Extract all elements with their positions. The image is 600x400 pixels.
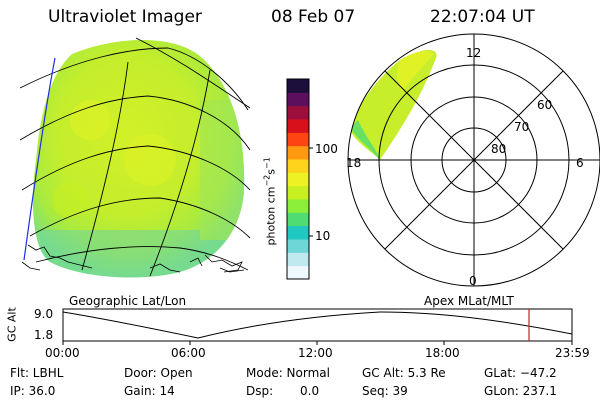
polar-caption: Apex MLat/MLT <box>424 294 514 308</box>
glat-status: GLat: −47.2 <box>484 366 557 380</box>
instrument-title: Ultraviolet Imager <box>48 7 202 27</box>
polar-plot <box>347 33 600 287</box>
colorbar-swatch <box>287 92 309 107</box>
colorbar-swatch <box>287 159 309 173</box>
altitude-xtick-1800: 18:00 <box>425 346 460 360</box>
geo-grid <box>19 37 251 277</box>
colorbar-swatch <box>287 105 309 120</box>
dsp-status-value: 0.0 <box>300 384 320 398</box>
seq-status: Seq: 39 <box>362 384 408 398</box>
colorbar-swatch <box>287 212 309 227</box>
door-status: Door: Open <box>124 366 193 380</box>
mlt-label-6: 6 <box>576 156 584 170</box>
coastline <box>21 244 245 273</box>
mlt-label-18: 18 <box>346 156 362 170</box>
colorbar-swatch <box>287 145 309 160</box>
altitude-plot-frame <box>62 308 573 342</box>
altitude-xtick-2359: 23:59 <box>555 346 590 360</box>
colorbar-swatch <box>287 172 309 187</box>
colorbar-tick-100: 100 <box>315 142 338 156</box>
polar-grid <box>347 33 600 287</box>
altitude-x-ticks <box>62 341 573 345</box>
dsp-status-label: Dsp: <box>246 384 274 398</box>
colorbar-frame <box>286 78 310 280</box>
polar-aurora-image <box>350 49 437 160</box>
colorbar <box>286 78 313 280</box>
orbit-track <box>23 57 56 261</box>
ip-status: IP: 36.0 <box>10 384 56 398</box>
altitude-plot <box>62 308 573 345</box>
gc-alt-status: GC Alt: 5.3 Re <box>362 366 446 380</box>
glon-status: GLon: 237.1 <box>484 384 557 398</box>
colorbar-swatch <box>287 185 309 200</box>
colorbar-swatch <box>287 239 309 253</box>
geographic-globe <box>19 37 251 278</box>
colorbar-swatch <box>287 252 309 267</box>
colorbar-swatch <box>287 79 309 93</box>
time-label: 22:07:04 UT <box>430 7 535 27</box>
altitude-xtick-0600: 06:00 <box>171 346 206 360</box>
gain-status: Gain: 14 <box>124 384 175 398</box>
mlat-label-80: 80 <box>491 142 507 156</box>
mode-status: Mode: Normal <box>246 366 330 380</box>
altitude-xtick-0000: 00:00 <box>45 346 80 360</box>
geo-caption: Geographic Lat/Lon <box>69 294 187 308</box>
colorbar-swatch <box>287 225 309 240</box>
altitude-ylabel: GC Alt <box>5 307 19 342</box>
mlt-label-12: 12 <box>466 46 482 60</box>
colorbar-swatch <box>287 199 309 213</box>
colorbar-tick-10: 10 <box>315 229 331 243</box>
colorbar-swatch <box>287 132 309 147</box>
colorbar-swatch <box>287 265 309 280</box>
altitude-ytick-1-8: 1.8 <box>34 328 54 342</box>
colorbar-unit-label: photon cm−2s−1 <box>262 157 278 246</box>
altitude-curve <box>62 311 573 339</box>
mlat-label-70: 70 <box>514 120 530 134</box>
mlt-label-0: 0 <box>469 274 477 288</box>
altitude-xtick-1200: 12:00 <box>298 346 333 360</box>
date-label: 08 Feb 07 <box>271 7 356 27</box>
mlat-label-60: 60 <box>537 98 553 112</box>
altitude-ytick-9: 9.0 <box>34 307 54 321</box>
filter-status: Flt: LBHL <box>10 366 64 380</box>
colorbar-swatch <box>287 119 309 133</box>
